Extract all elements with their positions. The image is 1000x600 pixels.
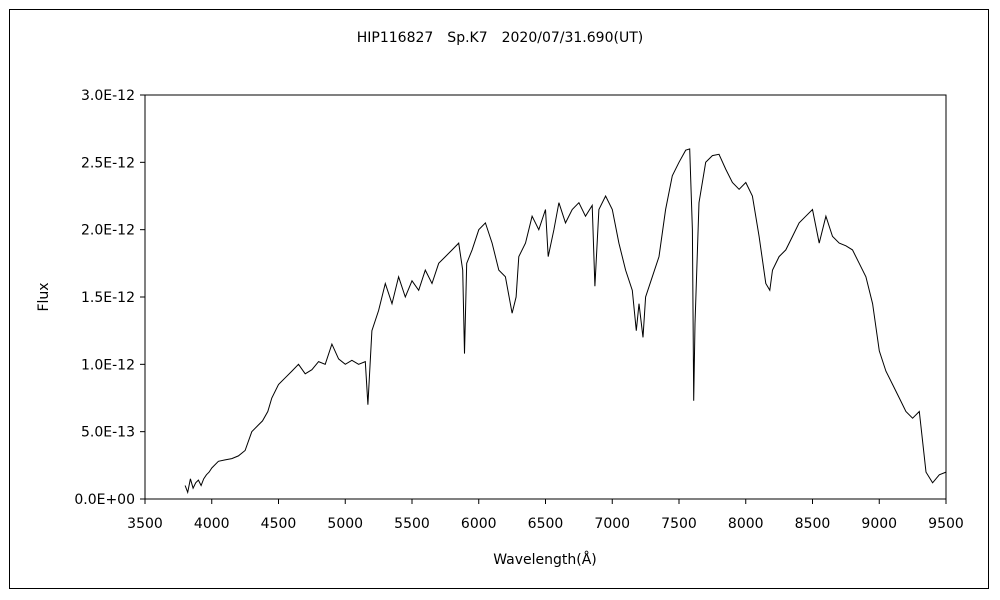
chart-frame [9,9,989,589]
x-tick-label: 3500 [127,516,163,532]
y-tick-label: 5.0E-13 [81,425,135,441]
x-tick-label: 8000 [728,516,764,532]
x-tick-label: 9000 [861,516,897,532]
y-tick-label: 2.5E-12 [81,155,135,171]
chart-title: HIP116827 Sp.K7 2020/07/31.690(UT) [357,30,643,46]
x-tick-label: 6000 [461,516,497,532]
plot-area [144,94,947,500]
x-tick-label: 6500 [528,516,564,532]
y-tick-label: 1.5E-12 [81,290,135,306]
x-tick-label: 9500 [928,516,964,532]
x-tick-label: 8500 [795,516,831,532]
series-line [184,148,947,495]
x-axis-title: Wavelength(Å) [493,551,597,568]
y-axis: 0.0E+00 5.0E-13 1.0E-12 1.5E-12 2.0E-12 2.5E-… [74,88,145,508]
x-tick-label: 7500 [661,516,697,532]
x-tick-label: 4000 [194,516,230,532]
x-tick-label: 5500 [394,516,430,532]
y-tick-label: 0.0E+00 [74,492,135,508]
x-tick-label: 7000 [594,516,630,532]
x-tick-label: 5000 [327,516,363,532]
y-tick-label: 1.0E-12 [81,357,135,373]
y-axis-title: Flux [36,282,52,311]
x-axis: 3500 4000 4500 5000 5500 6000 6500 7000 7500 8000… [127,499,964,532]
y-tick-label: 2.0E-12 [81,223,135,239]
y-tick-label: 3.0E-12 [81,88,135,104]
x-tick-label: 4500 [261,516,297,532]
